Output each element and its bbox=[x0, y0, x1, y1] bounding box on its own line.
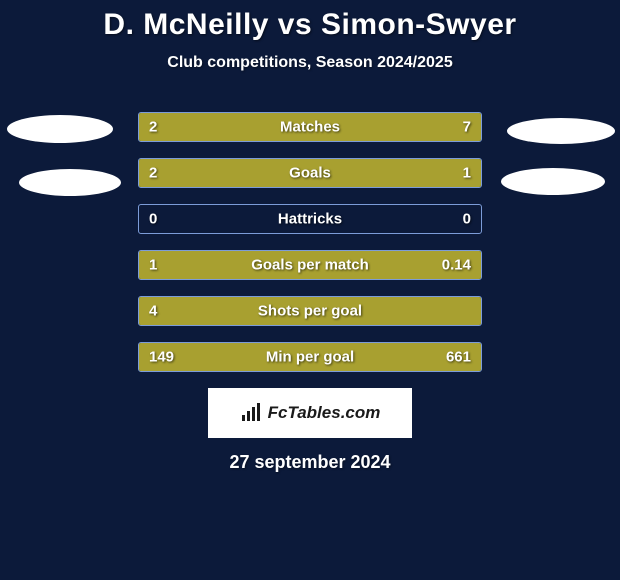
stat-value-right: 0.14 bbox=[442, 257, 471, 274]
stat-label: Shots per goal bbox=[258, 303, 362, 320]
stat-row: 149 Min per goal 661 bbox=[138, 342, 482, 372]
fctables-logo-icon bbox=[240, 403, 264, 423]
stat-label: Hattricks bbox=[278, 211, 342, 228]
stat-value-left: 2 bbox=[149, 165, 157, 182]
stat-row: 4 Shots per goal bbox=[138, 296, 482, 326]
stat-row: 0 Hattricks 0 bbox=[138, 204, 482, 234]
logo-text: FcTables.com bbox=[268, 403, 381, 423]
stat-label: Min per goal bbox=[266, 349, 354, 366]
comparison-infographic: D. McNeilly vs Simon-Swyer Club competit… bbox=[0, 0, 620, 473]
stat-value-right: 1 bbox=[463, 165, 471, 182]
stat-value-left: 149 bbox=[149, 349, 174, 366]
player-photo-placeholder-left-2 bbox=[19, 169, 121, 196]
stat-bar-right bbox=[214, 113, 481, 141]
logo-badge: FcTables.com bbox=[208, 388, 412, 438]
stat-row: 2 Goals 1 bbox=[138, 158, 482, 188]
stats-area: 2 Matches 7 2 Goals 1 0 Hattricks 0 bbox=[0, 112, 620, 372]
stat-value-left: 2 bbox=[149, 119, 157, 136]
stat-value-right: 661 bbox=[446, 349, 471, 366]
stat-value-left: 0 bbox=[149, 211, 157, 228]
stat-value-right: 0 bbox=[463, 211, 471, 228]
stat-row: 2 Matches 7 bbox=[138, 112, 482, 142]
stat-value-left: 4 bbox=[149, 303, 157, 320]
stat-bars: 2 Matches 7 2 Goals 1 0 Hattricks 0 bbox=[138, 112, 482, 372]
stat-label: Matches bbox=[280, 119, 340, 136]
stat-value-left: 1 bbox=[149, 257, 157, 274]
player-photo-placeholder-right-2 bbox=[501, 168, 605, 195]
logo-inner: FcTables.com bbox=[240, 403, 381, 423]
stat-bar-left bbox=[139, 159, 368, 187]
stat-label: Goals bbox=[289, 165, 331, 182]
stat-row: 1 Goals per match 0.14 bbox=[138, 250, 482, 280]
date-label: 27 september 2024 bbox=[0, 452, 620, 473]
player-photo-placeholder-left-1 bbox=[7, 115, 113, 143]
stat-value-right: 7 bbox=[463, 119, 471, 136]
subtitle: Club competitions, Season 2024/2025 bbox=[0, 54, 620, 72]
page-title: D. McNeilly vs Simon-Swyer bbox=[0, 8, 620, 42]
player-photo-placeholder-right-1 bbox=[507, 118, 615, 144]
stat-label: Goals per match bbox=[251, 257, 369, 274]
